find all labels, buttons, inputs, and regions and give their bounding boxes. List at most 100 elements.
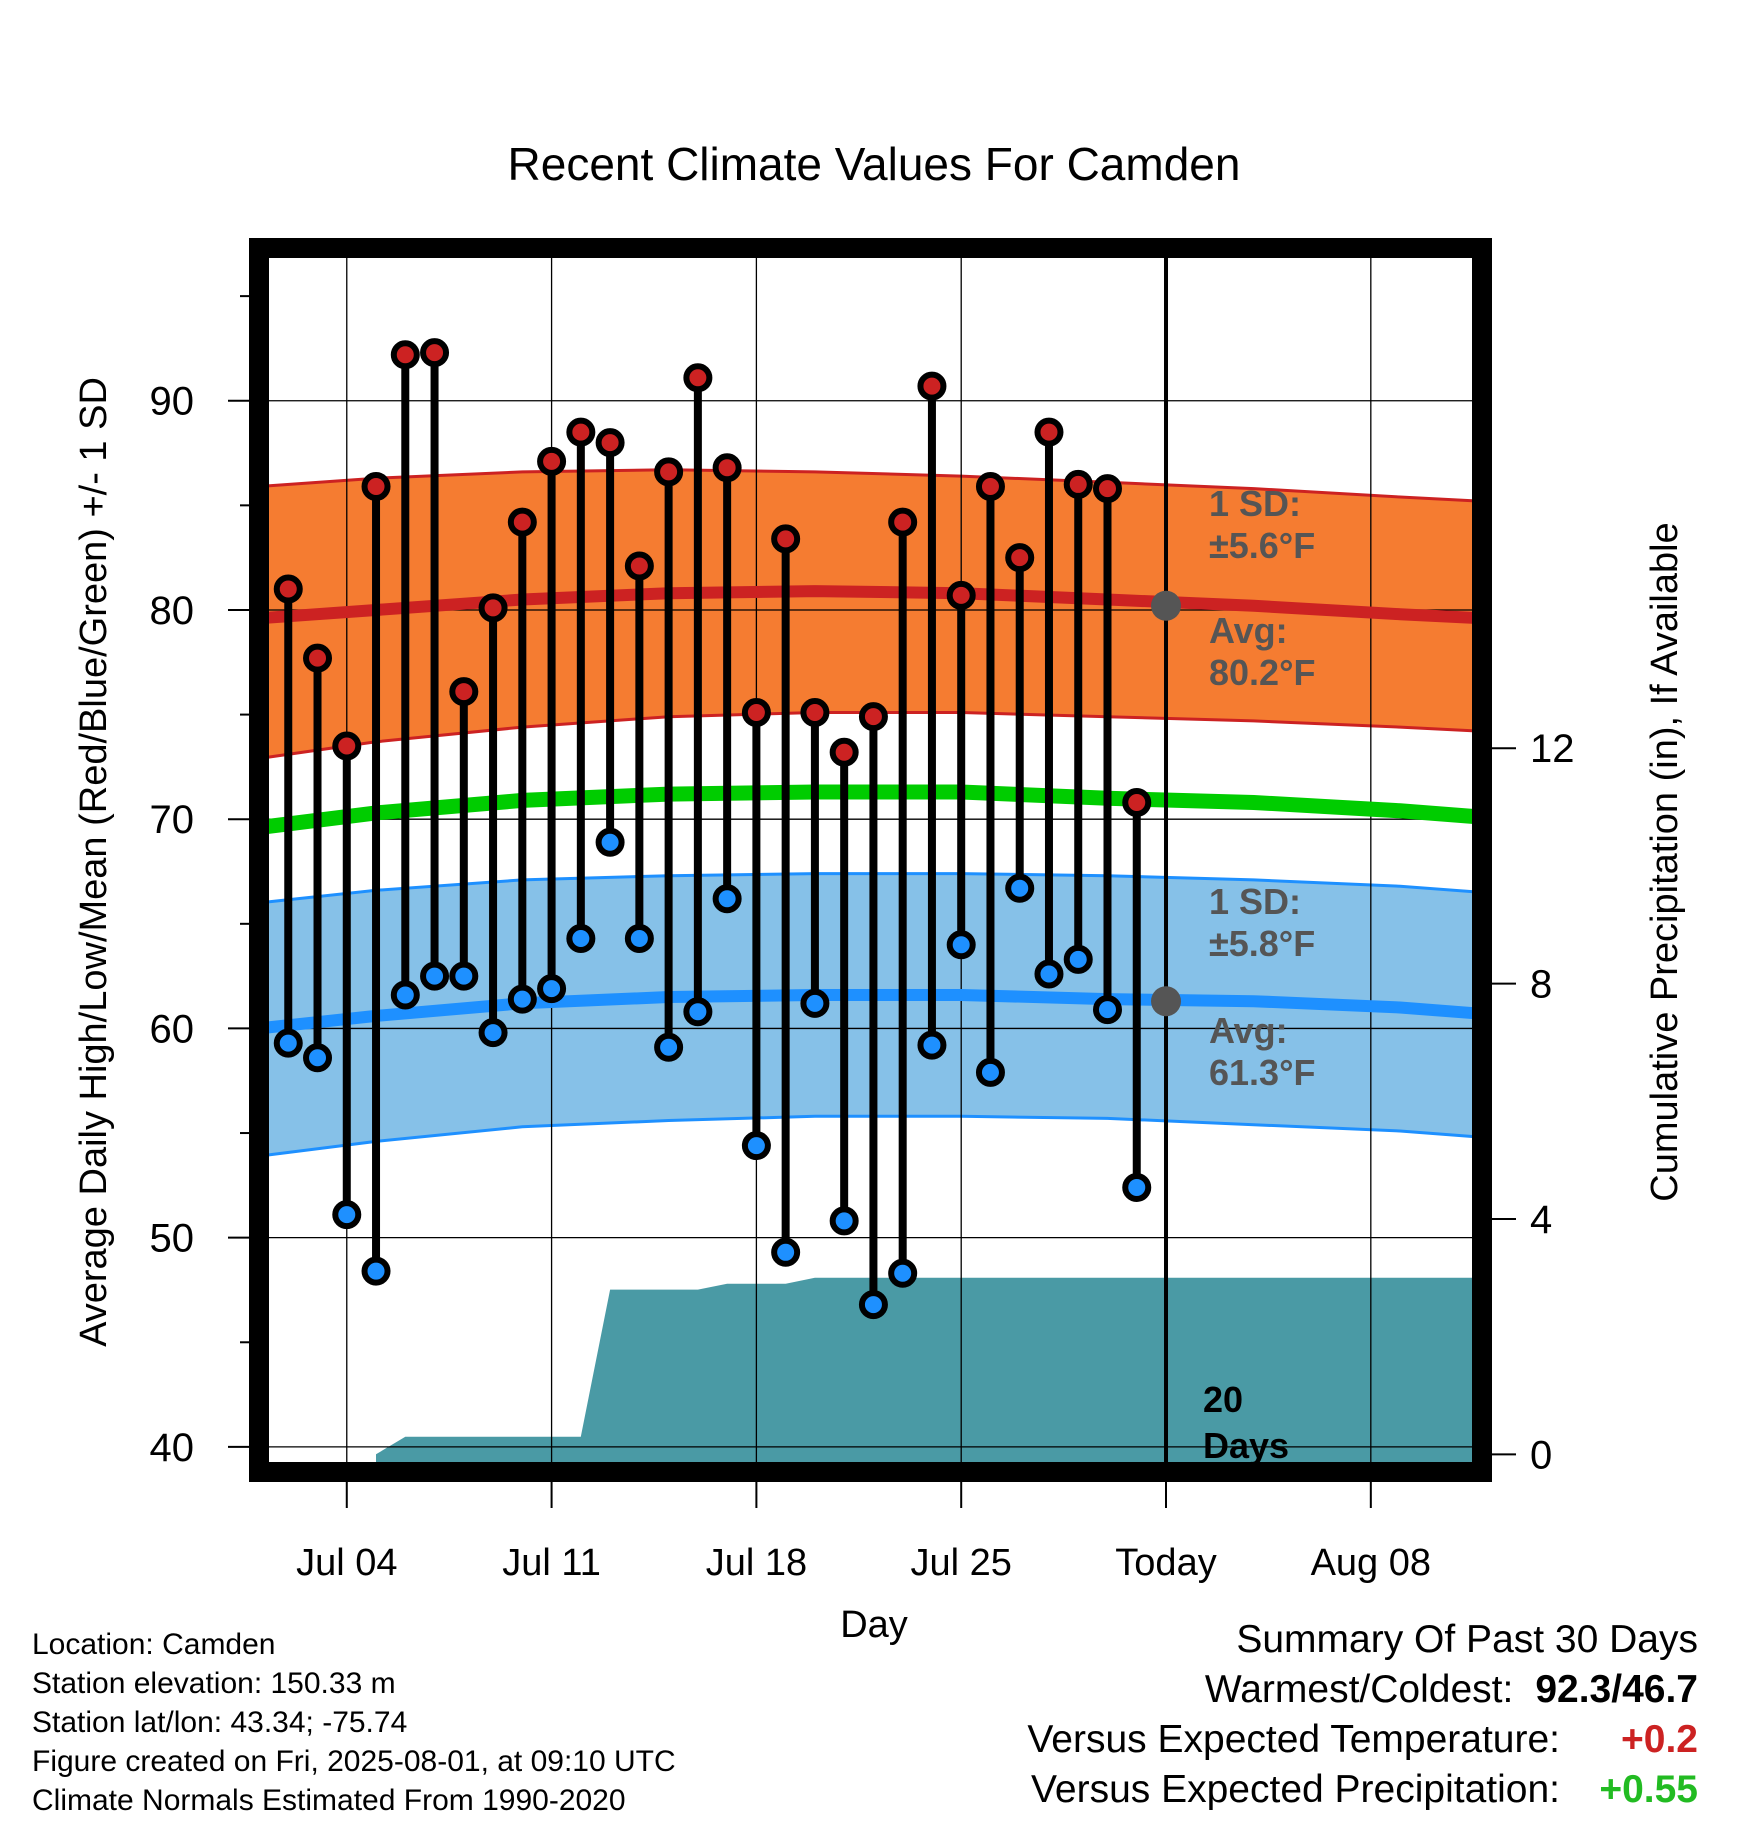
low-point (829, 1206, 859, 1236)
low-point (888, 1258, 918, 1288)
axes: 40 50 60 70 80 90 0 4 8 12 Jul 04 Jul 11 Jul 18 Jul 2… (150, 295, 1575, 1584)
y2-tick-label: 8 (1530, 963, 1552, 1007)
high-point (946, 580, 976, 610)
high-avg-marker (1151, 590, 1182, 621)
low-point (858, 1290, 888, 1320)
high-point (361, 472, 391, 502)
low-point (303, 1043, 333, 1073)
daily-range-stems (284, 352, 1141, 1305)
station-info: Location: Camden Station elevation: 150.… (32, 1625, 676, 1820)
y2-tick-label: 12 (1530, 727, 1575, 771)
temp-value: +0.2 (1621, 1718, 1698, 1761)
high-point (888, 507, 918, 537)
low-sd-label: 1 SD: (1209, 881, 1301, 922)
warm-cold-label: Warmest/Coldest: (1204, 1668, 1514, 1711)
high-point (1005, 543, 1035, 573)
low-point (1034, 959, 1064, 989)
low-point (595, 827, 625, 857)
summary-title: Summary Of Past 30 Days (1236, 1618, 1698, 1661)
normal-low-line (258, 989, 1483, 1035)
warm-cold-value: 92.3/46.7 (1535, 1668, 1698, 1711)
low-point (420, 961, 450, 991)
temp-row: Versus Expected Temperature: +0.2 (1027, 1715, 1698, 1765)
x-tick-label: Jul 18 (706, 1542, 807, 1584)
precipitation-area (376, 1277, 1482, 1472)
y-tick-label: 90 (150, 380, 195, 424)
high-point (390, 340, 420, 370)
high-point (449, 677, 479, 707)
high-point (975, 472, 1005, 502)
high-point (420, 338, 450, 368)
y-tick-label: 40 (150, 1426, 195, 1470)
low-point (390, 980, 420, 1010)
low-point (537, 974, 567, 1004)
precip-area (376, 1277, 1482, 1472)
high-sd-value: ±5.6°F (1209, 525, 1315, 566)
y2-tick-label: 0 (1530, 1433, 1552, 1477)
low-point (332, 1200, 362, 1230)
low-avg-value: 61.3°F (1209, 1052, 1315, 1093)
high-sd-band (259, 469, 1482, 759)
high-sd-label: 1 SD: (1209, 483, 1301, 524)
latlon-text: Station lat/lon: 43.34; -75.74 (32, 1706, 408, 1739)
high-point (683, 363, 713, 393)
high-avg-value: 80.2°F (1209, 652, 1315, 693)
low-point (361, 1256, 391, 1286)
low-point (478, 1018, 508, 1048)
low-point (917, 1030, 947, 1060)
high-point (1034, 417, 1064, 447)
high-point (478, 593, 508, 623)
low-point (800, 988, 830, 1018)
high-point (507, 507, 537, 537)
high-sd-band-lower-edge (258, 711, 1483, 760)
plot-border (249, 238, 1492, 1482)
low-sd-band-upper-edge (258, 872, 1483, 905)
plot-frame (249, 238, 1492, 1482)
high-point (624, 551, 654, 581)
low-point (975, 1057, 1005, 1087)
normal-lines (258, 585, 1483, 1035)
normal-mean-line (258, 784, 1483, 836)
high-point (273, 574, 303, 604)
low-point (1063, 944, 1093, 974)
low-point (1005, 873, 1035, 903)
summary-panel: Summary Of Past 30 Days Warmest/Coldest:… (1027, 1615, 1698, 1815)
high-point (303, 643, 333, 673)
y2-axis-label: Cumulative Precipitation (in), If Availa… (1644, 522, 1686, 1201)
high-point (858, 702, 888, 732)
low-point (741, 1131, 771, 1161)
normal-high-line (258, 585, 1483, 625)
x-tick-label: Jul 11 (502, 1542, 601, 1584)
high-point (595, 428, 625, 458)
low-point (946, 930, 976, 960)
x-tick-label: Jul 25 (910, 1542, 1011, 1584)
x-tick-label: Today (1115, 1542, 1216, 1584)
low-point (712, 884, 742, 914)
y-tick-label: 70 (150, 798, 195, 842)
high-sd-band-upper-edge (258, 468, 1483, 503)
high-point (566, 417, 596, 447)
created-text: Figure created on Fri, 2025-08-01, at 09… (32, 1745, 676, 1778)
chart-title: Recent Climate Values For Camden (508, 138, 1241, 190)
normals-text: Climate Normals Estimated From 1990-2020 (32, 1784, 626, 1817)
warm-cold-row: Warmest/Coldest: 92.3/46.7 (1027, 1665, 1698, 1715)
precip-value: +0.55 (1599, 1768, 1698, 1811)
low-sd-value: ±5.8°F (1209, 923, 1315, 964)
low-point (449, 961, 479, 991)
low-avg-marker (1151, 986, 1182, 1017)
y-tick-label: 50 (150, 1217, 195, 1261)
high-point (537, 446, 567, 476)
high-point (829, 737, 859, 767)
low-point (1092, 995, 1122, 1025)
high-point (332, 731, 362, 761)
x-tick-label: Aug 08 (1311, 1542, 1431, 1584)
y2-tick-label: 4 (1530, 1198, 1552, 1242)
elevation-text: Station elevation: 150.33 m (32, 1667, 396, 1700)
location-text: Location: Camden (32, 1628, 276, 1661)
precip-label: Versus Expected Precipitation: (1031, 1768, 1560, 1811)
low-point (654, 1032, 684, 1062)
low-point (771, 1237, 801, 1267)
low-avg-label: Avg: (1209, 1010, 1288, 1051)
high-point (917, 371, 947, 401)
